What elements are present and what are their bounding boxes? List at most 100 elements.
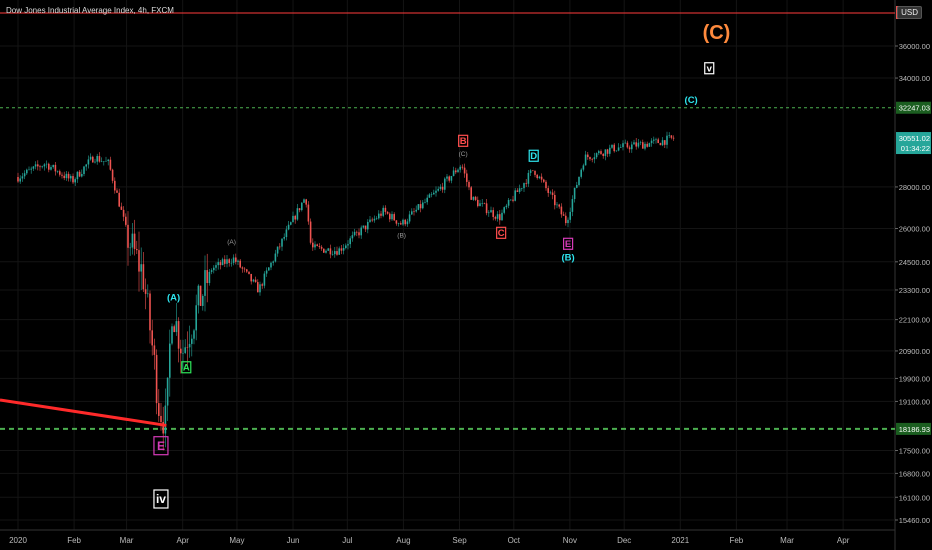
candle-body	[538, 176, 541, 179]
candle-body	[580, 169, 582, 177]
candle-body	[450, 176, 453, 181]
candle-body	[408, 214, 411, 222]
candle-body	[457, 169, 459, 173]
x-tick-label: Apr	[837, 536, 850, 545]
candle-body	[17, 177, 19, 182]
candle-body	[639, 142, 642, 143]
candle-body	[329, 248, 332, 255]
candle-body	[54, 164, 57, 172]
candle-body	[527, 172, 530, 184]
candle-body	[312, 242, 314, 248]
candle-body	[587, 154, 589, 158]
y-tick-label: 26000.00	[899, 224, 930, 233]
wave-label: v	[707, 64, 713, 75]
candle-body	[369, 219, 371, 222]
candle-body	[468, 181, 470, 188]
candle-body	[646, 143, 648, 147]
candle-body	[127, 224, 129, 248]
trend-line	[0, 398, 167, 427]
candle-body	[609, 147, 611, 154]
candle-body	[426, 197, 428, 203]
candle-body	[578, 176, 580, 185]
candle-body	[257, 282, 259, 293]
candle-body	[389, 213, 391, 220]
candle-body	[481, 203, 483, 204]
candle-body	[169, 343, 171, 378]
candle-body	[534, 170, 536, 175]
candle-body	[378, 213, 380, 219]
candle-body	[133, 233, 136, 249]
candle-body	[334, 251, 336, 255]
candle-body	[598, 151, 600, 154]
candle-body	[268, 267, 270, 271]
candle-body	[155, 354, 158, 404]
candle-body	[105, 161, 107, 162]
candle-body	[424, 202, 426, 203]
candle-body	[551, 192, 554, 196]
candle-body	[576, 184, 578, 188]
candle-body	[472, 196, 475, 200]
candle-body	[393, 214, 395, 221]
x-tick-label: Jun	[287, 536, 300, 545]
candle-body	[499, 214, 501, 221]
wave-label: C	[498, 228, 505, 239]
candle-body	[318, 246, 321, 247]
candle-body	[582, 165, 585, 170]
wave-label-box	[181, 361, 192, 374]
candle-body	[272, 261, 274, 263]
candle-body	[215, 265, 217, 268]
candle-body	[83, 166, 85, 175]
wave-label: (C)	[703, 22, 731, 44]
candle-body	[540, 176, 543, 180]
candle-body	[648, 143, 651, 147]
candle-body	[672, 137, 675, 139]
candle-body	[182, 352, 184, 354]
candle-body	[459, 166, 461, 170]
candle-body	[336, 251, 338, 255]
candle-body	[400, 223, 402, 225]
candle-body	[565, 215, 567, 224]
candle-body	[356, 231, 358, 233]
candle-body	[186, 347, 189, 348]
y-tick-label: 24500.00	[899, 258, 930, 267]
candle-body	[488, 212, 490, 214]
candle-body	[516, 190, 519, 192]
candle-body	[331, 254, 334, 255]
wave-label-box	[704, 62, 715, 75]
candle-body	[549, 192, 552, 194]
y-tick-label: 19100.00	[899, 397, 930, 406]
wave-label: (C)	[685, 95, 698, 106]
candle-body	[349, 238, 351, 245]
candle-body	[505, 205, 508, 208]
wave-label: D	[530, 151, 537, 162]
candle-body	[437, 188, 439, 191]
candle-body	[116, 190, 118, 193]
candle-body	[624, 142, 626, 144]
candle-body	[479, 203, 481, 207]
candle-body	[635, 142, 637, 147]
wave-label: E	[157, 439, 165, 453]
x-tick-label: Nov	[563, 536, 577, 545]
candle-body	[254, 279, 257, 283]
candle-body	[606, 149, 609, 154]
candle-body	[239, 260, 241, 268]
candle-body	[593, 157, 596, 160]
candle-body	[248, 271, 250, 274]
candle-body	[340, 248, 343, 251]
candle-body	[111, 169, 114, 181]
candle-body	[52, 164, 54, 168]
candle-body	[316, 244, 318, 247]
candle-body	[536, 174, 538, 179]
currency-badge[interactable]: USD	[897, 6, 922, 19]
candle-body	[204, 270, 206, 296]
candle-body	[529, 170, 532, 173]
candle-body	[362, 225, 365, 228]
candle-body	[433, 192, 435, 195]
candle-body	[41, 166, 43, 168]
candle-body	[309, 221, 312, 243]
candle-body	[287, 224, 290, 230]
candle-body	[149, 293, 151, 331]
candle-body	[129, 247, 131, 249]
candle-body	[283, 237, 285, 239]
